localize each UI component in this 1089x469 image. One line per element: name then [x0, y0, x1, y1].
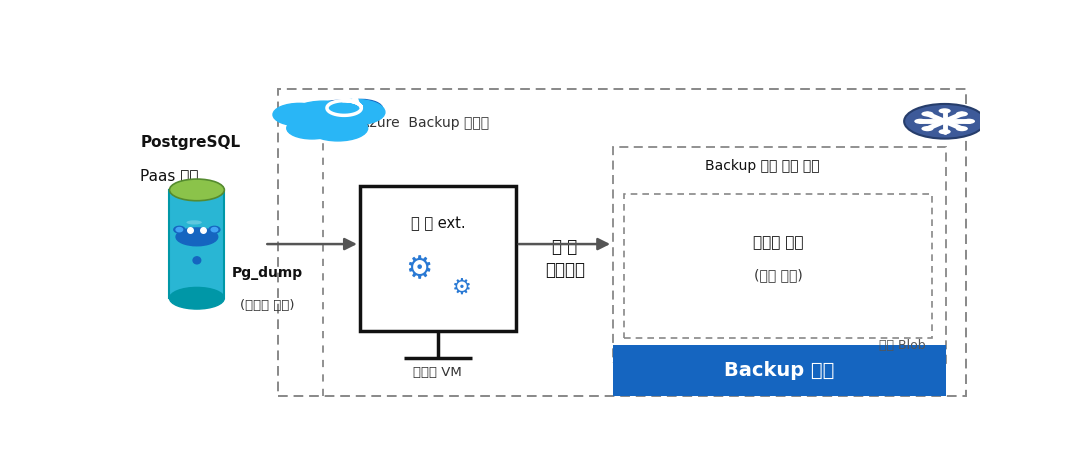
Circle shape — [915, 119, 927, 124]
Circle shape — [340, 99, 382, 118]
Text: (전체 사본): (전체 사본) — [754, 268, 803, 282]
FancyBboxPatch shape — [359, 186, 516, 331]
Text: 백 업
스트리밍: 백 업 스트리밍 — [544, 238, 585, 280]
Circle shape — [308, 115, 368, 141]
Text: 논리적 백업: 논리적 백업 — [752, 235, 804, 250]
Ellipse shape — [211, 227, 218, 232]
Text: 블록 Blob: 블록 Blob — [879, 340, 926, 352]
Circle shape — [956, 111, 968, 116]
Circle shape — [327, 110, 369, 128]
Circle shape — [921, 111, 933, 116]
Circle shape — [939, 129, 951, 134]
FancyBboxPatch shape — [170, 190, 224, 298]
Text: Pg_dump: Pg_dump — [231, 266, 303, 280]
Ellipse shape — [193, 257, 200, 264]
Circle shape — [316, 100, 364, 121]
Text: (사용자 지정): (사용자 지정) — [240, 299, 294, 312]
Circle shape — [963, 119, 975, 124]
Ellipse shape — [170, 179, 224, 201]
Circle shape — [315, 111, 351, 127]
Circle shape — [939, 108, 951, 113]
Text: Backup 자격 증명 모음: Backup 자격 증명 모음 — [706, 159, 820, 174]
Text: 작업자 VM: 작업자 VM — [414, 366, 462, 379]
Ellipse shape — [174, 227, 185, 233]
Circle shape — [286, 117, 338, 139]
Text: PostgreSQL: PostgreSQL — [140, 136, 241, 151]
Text: ⚙: ⚙ — [452, 277, 472, 297]
Ellipse shape — [209, 227, 220, 233]
Ellipse shape — [170, 287, 224, 309]
Text: 백 업 ext.: 백 업 ext. — [411, 216, 465, 231]
Circle shape — [176, 228, 218, 246]
Circle shape — [306, 103, 343, 118]
Text: Azure  Backup 서비스: Azure Backup 서비스 — [359, 116, 489, 130]
Ellipse shape — [176, 227, 183, 232]
Text: ⚙: ⚙ — [405, 256, 433, 285]
FancyBboxPatch shape — [613, 345, 946, 396]
Circle shape — [904, 104, 986, 139]
Ellipse shape — [186, 220, 201, 225]
Circle shape — [326, 99, 384, 125]
Circle shape — [289, 101, 358, 130]
Circle shape — [273, 103, 326, 126]
Circle shape — [956, 126, 968, 131]
Text: Backup 정책: Backup 정책 — [724, 361, 835, 380]
Circle shape — [921, 126, 933, 131]
Text: Paas 엔진: Paas 엔진 — [140, 168, 199, 183]
